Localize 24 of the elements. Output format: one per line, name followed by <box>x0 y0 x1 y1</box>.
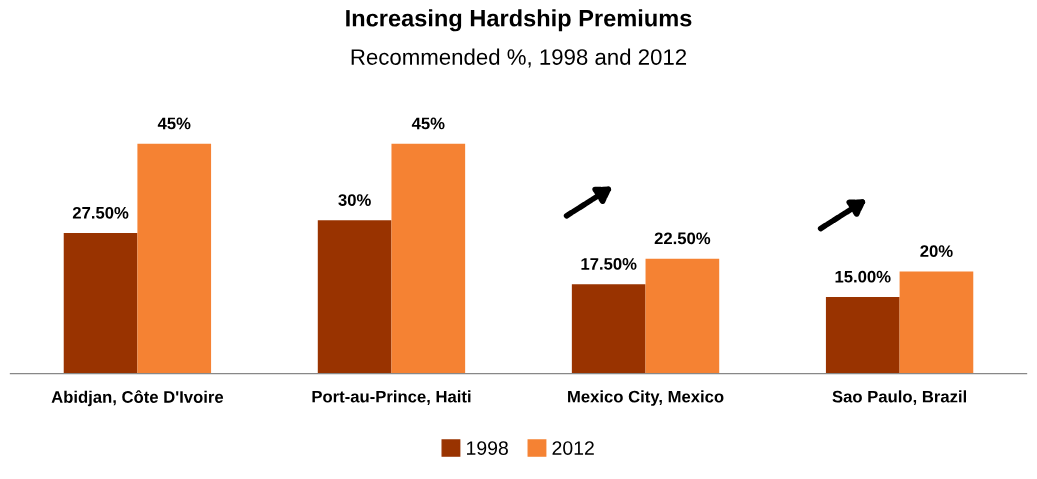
bar <box>645 258 720 374</box>
bar <box>571 284 646 374</box>
x-tick-label: Mexico City, Mexico <box>568 390 724 406</box>
x-tick-label: Port-au-Prince, Haiti <box>312 390 471 405</box>
data-label: 22.50% <box>654 232 711 245</box>
legend-label: 2012 <box>552 441 594 455</box>
data-label: 45% <box>411 117 445 130</box>
chart-subtitle: Recommended %, 1998 and 2012 <box>351 48 687 68</box>
data-label: 15.00% <box>835 270 891 283</box>
bar <box>137 143 212 374</box>
x-tick-label: Sao Paulo, Brazil <box>832 390 967 405</box>
chart-title: Increasing Hardship Premiums <box>346 9 692 32</box>
data-label: 20% <box>920 245 953 258</box>
data-label: 45% <box>157 117 191 130</box>
data-label: 27.50% <box>72 206 129 219</box>
data-label: 17.50% <box>581 258 637 270</box>
data-label: 30% <box>338 194 371 206</box>
bar <box>899 271 974 374</box>
bar <box>317 220 392 374</box>
bar <box>825 296 900 374</box>
x-tick-label: Abidjan, Côte D'Ivoire <box>51 390 224 407</box>
bar <box>63 233 138 374</box>
legend-label: 1998 <box>467 441 508 455</box>
bar <box>391 143 466 374</box>
